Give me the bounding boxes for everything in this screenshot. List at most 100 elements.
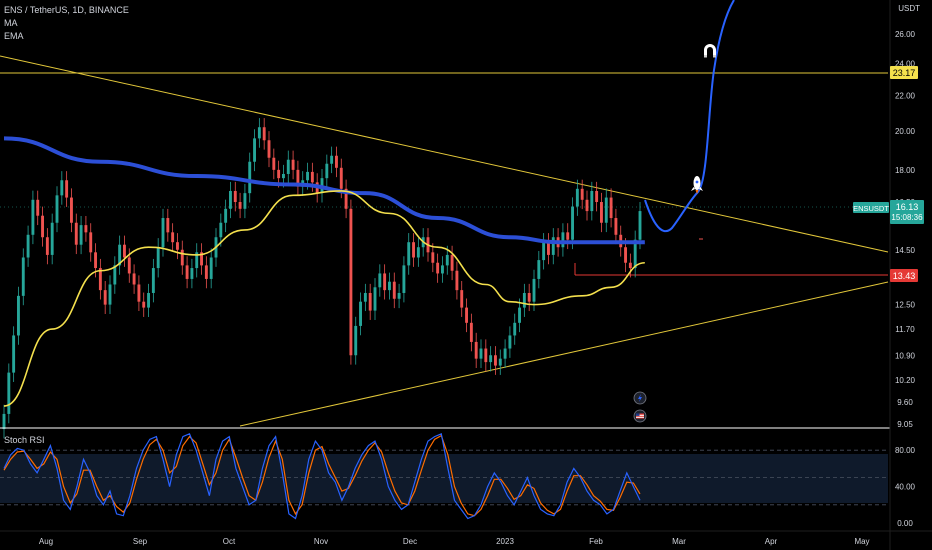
candle[interactable] — [7, 363, 11, 424]
candle[interactable] — [180, 240, 184, 275]
magnet-icon[interactable] — [704, 44, 716, 58]
upper-trendline[interactable] — [0, 55, 889, 253]
candle[interactable] — [489, 346, 493, 372]
candle[interactable] — [585, 190, 589, 221]
candle[interactable] — [291, 150, 295, 180]
candle[interactable] — [253, 129, 256, 172]
candle[interactable] — [84, 215, 88, 242]
candle[interactable] — [31, 190, 35, 245]
candle[interactable] — [200, 243, 203, 275]
candle[interactable] — [513, 313, 517, 345]
candle[interactable] — [17, 286, 20, 345]
candle[interactable] — [445, 245, 449, 275]
candle[interactable] — [469, 313, 473, 352]
candle[interactable] — [233, 181, 237, 212]
candle[interactable] — [566, 223, 570, 250]
candle[interactable] — [50, 213, 54, 265]
candle[interactable] — [547, 233, 550, 265]
candle[interactable] — [330, 146, 334, 174]
candle[interactable] — [388, 272, 391, 300]
candle[interactable] — [36, 190, 40, 226]
candle[interactable] — [368, 283, 372, 320]
ema-line[interactable] — [3, 190, 645, 407]
candle[interactable] — [147, 283, 150, 317]
candle[interactable] — [204, 256, 208, 289]
candle[interactable] — [65, 171, 69, 207]
candle[interactable] — [373, 278, 377, 320]
candle[interactable] — [431, 243, 435, 273]
candle[interactable] — [41, 206, 44, 247]
candle[interactable] — [542, 233, 546, 270]
candle[interactable] — [113, 256, 117, 294]
ma-line[interactable] — [3, 136, 645, 245]
candle[interactable] — [349, 199, 353, 365]
chart-legend[interactable]: ENS / TetherUS, 1D, BINANCE MA EMA — [4, 4, 129, 43]
candle[interactable] — [335, 146, 338, 178]
candle[interactable] — [79, 215, 83, 255]
candle[interactable] — [397, 283, 401, 309]
candle[interactable] — [609, 188, 613, 228]
candle[interactable] — [219, 213, 223, 247]
candle[interactable] — [527, 283, 531, 312]
candle[interactable] — [195, 243, 199, 278]
candle[interactable] — [224, 199, 228, 233]
candle[interactable] — [325, 154, 329, 188]
candle[interactable] — [590, 181, 594, 221]
candle[interactable] — [455, 261, 459, 300]
projection-path[interactable] — [644, 0, 735, 232]
symbol-title[interactable]: ENS / TetherUS, 1D, BINANCE — [4, 5, 129, 15]
candle[interactable] — [614, 208, 618, 245]
stoch-k-line[interactable] — [3, 432, 641, 520]
candle[interactable] — [474, 332, 478, 369]
time-axis[interactable]: Aug Sep Oct Nov Dec 2023 Feb Mar Apr May — [39, 537, 870, 546]
candle[interactable] — [580, 179, 584, 210]
candle[interactable] — [392, 272, 396, 309]
candle[interactable] — [354, 316, 358, 365]
candle[interactable] — [436, 253, 440, 283]
candle[interactable] — [272, 148, 276, 180]
candle[interactable] — [479, 339, 483, 369]
candle[interactable] — [600, 192, 603, 233]
ma-legend-label[interactable]: MA — [4, 18, 18, 28]
stoch-axis[interactable]: 80.00 40.00 0.00 — [895, 446, 916, 528]
candle[interactable] — [166, 208, 170, 242]
candle[interactable] — [26, 225, 30, 267]
candle[interactable] — [296, 160, 300, 197]
candle[interactable] — [89, 223, 93, 262]
candle[interactable] — [257, 118, 261, 148]
candle[interactable] — [522, 283, 526, 317]
candle[interactable] — [407, 233, 411, 275]
candle[interactable] — [171, 223, 175, 252]
rocket-icon[interactable] — [691, 176, 703, 194]
candle[interactable] — [190, 258, 194, 289]
candle[interactable] — [45, 228, 49, 265]
candle[interactable] — [185, 256, 189, 289]
candle[interactable] — [108, 275, 112, 314]
candle[interactable] — [2, 404, 6, 439]
candle[interactable] — [561, 223, 565, 257]
candle[interactable] — [508, 326, 512, 358]
candle[interactable] — [151, 258, 155, 303]
candle[interactable] — [628, 253, 632, 278]
candle[interactable] — [286, 150, 290, 184]
candle[interactable] — [156, 238, 160, 278]
candle[interactable] — [503, 339, 507, 369]
candle[interactable] — [402, 256, 406, 303]
candle[interactable] — [518, 298, 521, 333]
candle[interactable] — [551, 228, 555, 265]
candle[interactable] — [450, 245, 454, 281]
candle[interactable] — [460, 281, 464, 317]
candle[interactable] — [209, 248, 213, 289]
candle[interactable] — [378, 264, 382, 297]
candle[interactable] — [412, 233, 415, 267]
candle[interactable] — [416, 238, 420, 267]
candle[interactable] — [498, 349, 502, 375]
candle[interactable] — [243, 184, 247, 219]
candle[interactable] — [74, 213, 78, 255]
candle[interactable] — [262, 118, 266, 150]
lightning-icon[interactable] — [633, 391, 647, 405]
candle[interactable] — [344, 179, 348, 219]
candle[interactable] — [98, 258, 102, 300]
candle[interactable] — [103, 281, 107, 314]
candle[interactable] — [132, 264, 136, 294]
